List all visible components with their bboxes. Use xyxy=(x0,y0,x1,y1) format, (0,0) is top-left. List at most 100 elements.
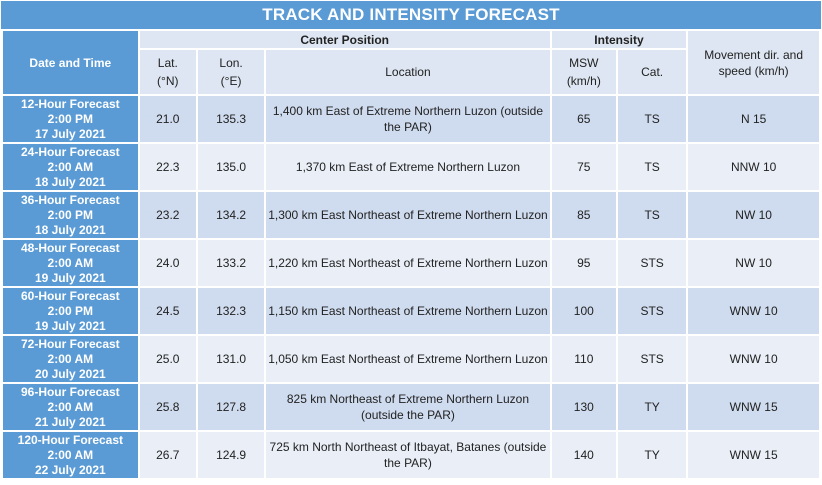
table-row: 36-Hour Forecast 2:00 PM 18 July 2021 23… xyxy=(3,192,819,238)
category-value: STS xyxy=(617,288,687,334)
lat-value: 24.0 xyxy=(139,240,196,286)
forecast-datetime: 60-Hour Forecast 2:00 PM 19 July 2021 xyxy=(3,288,138,334)
lon-value: 135.3 xyxy=(197,96,265,142)
lat-value: 22.3 xyxy=(139,144,196,190)
lon-value: 134.2 xyxy=(197,192,265,238)
movement-value: NNW 10 xyxy=(688,144,819,190)
msw-value: 65 xyxy=(551,96,616,142)
location-value: 1,150 km East Northeast of Extreme North… xyxy=(266,288,550,334)
category-value: TY xyxy=(617,384,687,430)
location-value: 1,370 km East of Extreme Northern Luzon xyxy=(266,144,550,190)
forecast-datetime: 12-Hour Forecast 2:00 PM 17 July 2021 xyxy=(3,96,138,142)
lat-value: 26.7 xyxy=(139,432,196,478)
forecast-datetime: 96-Hour Forecast 2:00 AM 21 July 2021 xyxy=(3,384,138,430)
msw-value: 95 xyxy=(551,240,616,286)
header-lat-label: Lat. xyxy=(157,56,178,70)
msw-value: 100 xyxy=(551,288,616,334)
forecast-date: 19 July 2021 xyxy=(34,318,106,333)
category-value: STS xyxy=(617,240,687,286)
forecast-date: 20 July 2021 xyxy=(34,366,106,381)
table-row: 72-Hour Forecast 2:00 AM 20 July 2021 25… xyxy=(3,336,819,382)
lat-value: 24.5 xyxy=(139,288,196,334)
forecast-datetime: 24-Hour Forecast 2:00 AM 18 July 2021 xyxy=(3,144,138,190)
movement-value: NW 10 xyxy=(688,192,819,238)
lon-value: 133.2 xyxy=(197,240,265,286)
category-value: TS xyxy=(617,192,687,238)
forecast-date: 18 July 2021 xyxy=(34,174,106,189)
forecast-time: 2:00 AM xyxy=(47,351,94,366)
msw-value: 130 xyxy=(551,384,616,430)
movement-value: WNW 10 xyxy=(688,336,819,382)
movement-value: WNW 10 xyxy=(688,288,819,334)
table-row: 96-Hour Forecast 2:00 AM 21 July 2021 25… xyxy=(3,384,819,430)
forecast-datetime: 48-Hour Forecast 2:00 AM 19 July 2021 xyxy=(3,240,138,286)
forecast-period: 48-Hour Forecast xyxy=(20,240,120,255)
header-cat: Cat. xyxy=(617,50,687,94)
forecast-period: 96-Hour Forecast xyxy=(20,384,120,399)
location-value: 1,220 km East Northeast of Extreme North… xyxy=(266,240,550,286)
forecast-time: 2:00 AM xyxy=(47,159,94,174)
movement-value: WNW 15 xyxy=(688,432,819,478)
header-intensity: Intensity xyxy=(551,31,687,48)
forecast-period: 12-Hour Forecast xyxy=(20,96,120,111)
header-msw-unit: (km/h) xyxy=(566,74,601,88)
header-lon: Lon. (°E) xyxy=(197,50,265,94)
msw-value: 140 xyxy=(551,432,616,478)
msw-value: 75 xyxy=(551,144,616,190)
lat-value: 25.8 xyxy=(139,384,196,430)
header-lat-unit: (°N) xyxy=(157,74,179,88)
forecast-date: 17 July 2021 xyxy=(34,126,106,141)
forecast-time: 2:00 PM xyxy=(47,111,93,126)
location-value: 1,300 km East Northeast of Extreme North… xyxy=(266,192,550,238)
lat-value: 23.2 xyxy=(139,192,196,238)
table-row: 12-Hour Forecast 2:00 PM 17 July 2021 21… xyxy=(3,96,819,142)
forecast-datetime: 120-Hour Forecast 2:00 AM 22 July 2021 xyxy=(3,432,138,478)
forecast-time: 2:00 AM xyxy=(47,447,94,462)
table-title: TRACK AND INTENSITY FORECAST xyxy=(1,1,821,29)
header-lat: Lat. (°N) xyxy=(139,50,196,94)
forecast-time: 2:00 PM xyxy=(47,207,93,222)
forecast-period: 72-Hour Forecast xyxy=(20,336,120,351)
movement-value: WNW 15 xyxy=(688,384,819,430)
category-value: TS xyxy=(617,96,687,142)
header-center-position: Center Position xyxy=(139,31,550,48)
category-value: TS xyxy=(617,144,687,190)
forecast-period: 24-Hour Forecast xyxy=(20,144,120,159)
table-row: 120-Hour Forecast 2:00 AM 22 July 2021 2… xyxy=(3,432,819,478)
lon-value: 124.9 xyxy=(197,432,265,478)
movement-value: N 15 xyxy=(688,96,819,142)
category-value: TY xyxy=(617,432,687,478)
lon-value: 132.3 xyxy=(197,288,265,334)
lat-value: 21.0 xyxy=(139,96,196,142)
header-msw-label: MSW xyxy=(569,56,599,70)
header-location: Location xyxy=(266,50,550,94)
forecast-time: 2:00 AM xyxy=(47,255,94,270)
table-row: 60-Hour Forecast 2:00 PM 19 July 2021 24… xyxy=(3,288,819,334)
table-row: 48-Hour Forecast 2:00 AM 19 July 2021 24… xyxy=(3,240,819,286)
forecast-datetime: 36-Hour Forecast 2:00 PM 18 July 2021 xyxy=(3,192,138,238)
category-value: STS xyxy=(617,336,687,382)
msw-value: 110 xyxy=(551,336,616,382)
location-value: 1,400 km East of Extreme Northern Luzon … xyxy=(266,96,550,142)
header-lon-label: Lon. xyxy=(219,56,243,70)
forecast-period: 120-Hour Forecast xyxy=(17,432,124,447)
lon-value: 131.0 xyxy=(197,336,265,382)
header-movement: Movement dir. and speed (km/h) xyxy=(688,31,819,94)
forecast-time: 2:00 PM xyxy=(47,303,93,318)
forecast-date: 21 July 2021 xyxy=(34,414,106,429)
forecast-date: 19 July 2021 xyxy=(34,270,106,285)
location-value: 825 km Northeast of Extreme Northern Luz… xyxy=(266,384,550,430)
lon-value: 127.8 xyxy=(197,384,265,430)
forecast-datetime: 72-Hour Forecast 2:00 AM 20 July 2021 xyxy=(3,336,138,382)
forecast-table: Date and Time Center Position Intensity … xyxy=(1,29,821,480)
location-value: 1,050 km East Northeast of Extreme North… xyxy=(266,336,550,382)
location-value: 725 km North Northeast of Itbayat, Batan… xyxy=(266,432,550,478)
forecast-time: 2:00 AM xyxy=(47,399,94,414)
forecast-date: 18 July 2021 xyxy=(34,222,106,237)
forecast-period: 36-Hour Forecast xyxy=(20,192,120,207)
forecast-date: 22 July 2021 xyxy=(34,462,106,477)
lat-value: 25.0 xyxy=(139,336,196,382)
header-msw: MSW (km/h) xyxy=(551,50,616,94)
lon-value: 135.0 xyxy=(197,144,265,190)
